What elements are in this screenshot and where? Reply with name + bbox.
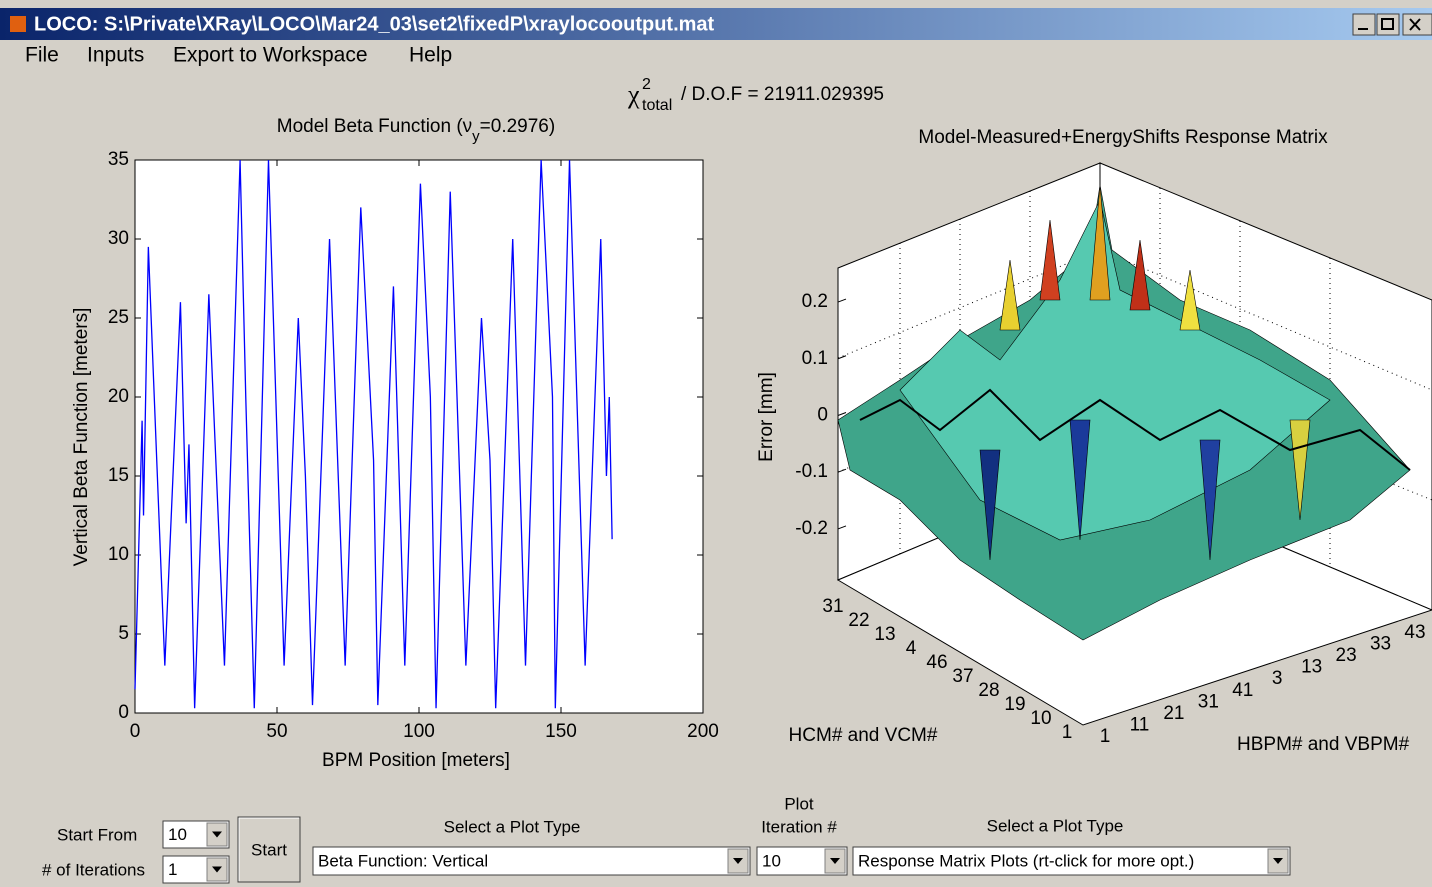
y-tick-label: 5 bbox=[118, 623, 129, 644]
menu-item[interactable]: Export to Workspace bbox=[173, 44, 368, 67]
axis-tick-label: 3 bbox=[1272, 668, 1283, 689]
axis-tick-label: 1 bbox=[1062, 722, 1073, 743]
x-tick-label: 150 bbox=[545, 721, 577, 742]
menu-item[interactable]: Inputs bbox=[87, 44, 144, 67]
axis-tick-label: 21 bbox=[1163, 703, 1184, 724]
axis-tick-label: 46 bbox=[926, 652, 947, 673]
title-sub: y bbox=[472, 128, 480, 145]
chi-sup: 2 bbox=[642, 76, 651, 93]
y-tick-label: 35 bbox=[108, 149, 129, 170]
axis-tick-label: 4 bbox=[906, 638, 917, 659]
y-tick-label: 20 bbox=[108, 386, 129, 407]
axis-tick-label: 1 bbox=[1100, 726, 1111, 747]
label: Select a Plot Type bbox=[444, 817, 581, 836]
x-axis-label: HCM# and VCM# bbox=[789, 725, 938, 746]
start-button[interactable]: Start bbox=[237, 816, 301, 883]
title-part: Model Beta Function (ν bbox=[277, 116, 472, 137]
axis-tick-label: 37 bbox=[952, 666, 973, 687]
surface-title: Model-Measured+EnergyShifts Response Mat… bbox=[918, 127, 1328, 148]
z-tick bbox=[837, 412, 847, 416]
x-tick-label: 100 bbox=[403, 721, 435, 742]
label: Iteration # bbox=[761, 817, 837, 836]
dropdown-value: 10 bbox=[762, 851, 781, 870]
chi-symbol: χ bbox=[627, 80, 640, 109]
x-axis-label: BPM Position [meters] bbox=[322, 750, 510, 771]
y-tick-label: 15 bbox=[108, 465, 129, 486]
x-tick-label: 0 bbox=[130, 721, 141, 742]
axis-tick-label: 31 bbox=[822, 596, 843, 617]
window-buttons[interactable] bbox=[1352, 13, 1432, 36]
z-tick bbox=[837, 468, 847, 473]
dropdown-arrow bbox=[830, 858, 840, 864]
x-tick-label: 200 bbox=[687, 721, 719, 742]
label: Plot bbox=[784, 794, 814, 813]
z-tick bbox=[837, 525, 847, 530]
dropdown[interactable]: 10 bbox=[756, 846, 848, 876]
z-tick-label: -0.1 bbox=[795, 461, 828, 482]
chi-text: / D.O.F = 21911.029395 bbox=[681, 84, 884, 105]
beta-line bbox=[134, 159, 613, 709]
dropdown[interactable]: Response Matrix Plots (rt-click for more… bbox=[852, 846, 1291, 876]
dropdown[interactable]: 10 bbox=[162, 820, 230, 849]
y-axis-label: Vertical Beta Function [meters] bbox=[71, 308, 92, 567]
dropdown-box bbox=[852, 846, 1291, 876]
axis-tick-label: 31 bbox=[1198, 691, 1219, 712]
axis-tick-label: 13 bbox=[874, 624, 895, 645]
axis-tick-label: 43 bbox=[1404, 622, 1425, 643]
z-axis-label: Error [mm] bbox=[756, 372, 777, 462]
axis-tick-label: 13 bbox=[1301, 657, 1322, 678]
z-tick-label: 0.2 bbox=[802, 291, 828, 312]
axis-tick-label: 23 bbox=[1336, 645, 1357, 666]
menu-item[interactable]: File bbox=[25, 44, 59, 67]
title-bar bbox=[0, 8, 1432, 40]
dropdown-arrow bbox=[1273, 858, 1283, 864]
dropdown-value: Beta Function: Vertical bbox=[318, 851, 488, 870]
app-icon bbox=[10, 16, 26, 32]
z-tick-label: 0 bbox=[817, 405, 828, 426]
y-axis-label: HBPM# and VBPM# bbox=[1237, 734, 1410, 755]
surface-decoration bbox=[837, 184, 1411, 641]
z-tick bbox=[837, 355, 847, 360]
y-tick-label: 25 bbox=[108, 307, 129, 328]
button-label: Start bbox=[251, 840, 287, 859]
dropdown[interactable]: 1 bbox=[162, 855, 230, 884]
z-tick-label: 0.1 bbox=[802, 348, 828, 369]
dropdown-arrow bbox=[212, 831, 222, 838]
axis-tick-label: 10 bbox=[1030, 708, 1051, 729]
label: Select a Plot Type bbox=[987, 816, 1124, 835]
dropdown-arrow bbox=[212, 866, 222, 873]
menu-bar: File Inputs Export to Workspace Help bbox=[25, 44, 452, 67]
dropdown-arrow bbox=[733, 858, 743, 864]
z-tick bbox=[837, 298, 847, 303]
dropdown-value: Response Matrix Plots (rt-click for more… bbox=[858, 851, 1194, 870]
dropdown-value: 1 bbox=[168, 860, 177, 879]
dropdown-value: 10 bbox=[168, 825, 187, 844]
x-tick-label: 50 bbox=[266, 721, 287, 742]
label: # of Iterations bbox=[42, 860, 145, 879]
dropdown-box bbox=[312, 846, 751, 876]
y-tick-label: 30 bbox=[108, 228, 129, 249]
chi-sub: total bbox=[642, 97, 672, 114]
label: Start From bbox=[57, 825, 137, 844]
z-tick-label: -0.2 bbox=[795, 518, 828, 539]
dropdown[interactable]: Beta Function: Vertical bbox=[312, 846, 751, 876]
y-tick-label: 0 bbox=[118, 702, 129, 723]
window-title: LOCO: S:\Private\XRay\LOCO\Mar24_03\set2… bbox=[34, 13, 715, 35]
axis-tick-label: 41 bbox=[1232, 680, 1253, 701]
axis-tick-label: 28 bbox=[978, 680, 999, 701]
axis-tick-label: 33 bbox=[1370, 634, 1391, 655]
menu-item[interactable]: Help bbox=[409, 44, 452, 67]
title-part: =0.2976) bbox=[480, 116, 556, 137]
controls: Start From # of Iterations Select a Plot… bbox=[42, 794, 1124, 883]
y-tick-label: 10 bbox=[108, 544, 129, 565]
axis-tick-label: 22 bbox=[848, 610, 869, 631]
axis-tick-label: 19 bbox=[1004, 694, 1025, 715]
chart-title: Model Beta Function (νy=0.2976) bbox=[277, 116, 555, 145]
axis-tick-label: 11 bbox=[1130, 714, 1150, 735]
